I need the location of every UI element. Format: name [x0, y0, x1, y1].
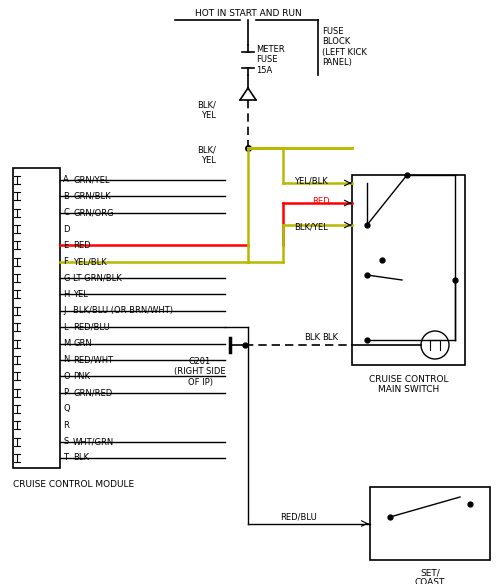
- Text: BLK: BLK: [304, 333, 320, 342]
- Text: R: R: [63, 421, 69, 430]
- Bar: [13, 168, 60, 468]
- Text: RED: RED: [73, 241, 91, 250]
- Text: Q: Q: [63, 405, 70, 413]
- Text: CRUISE CONTROL
MAIN SWITCH: CRUISE CONTROL MAIN SWITCH: [369, 375, 448, 394]
- Text: H: H: [63, 290, 70, 299]
- Text: A: A: [63, 176, 69, 185]
- Text: F: F: [63, 258, 68, 266]
- Text: N: N: [63, 356, 70, 364]
- Text: GRN/YEL: GRN/YEL: [73, 176, 109, 185]
- Text: GRN/BLK: GRN/BLK: [73, 192, 110, 201]
- Text: YEL: YEL: [73, 290, 88, 299]
- Text: E: E: [63, 241, 68, 250]
- Text: BLK/YEL: BLK/YEL: [294, 223, 328, 231]
- Text: O: O: [63, 372, 70, 381]
- Text: YEL/BLK: YEL/BLK: [73, 258, 107, 266]
- Circle shape: [421, 331, 449, 359]
- Text: G: G: [63, 274, 70, 283]
- Text: J: J: [63, 307, 66, 315]
- Text: CRUISE CONTROL MODULE: CRUISE CONTROL MODULE: [13, 480, 134, 489]
- Bar: [370, 487, 490, 560]
- Text: PNK: PNK: [73, 372, 90, 381]
- Text: HOT IN START AND RUN: HOT IN START AND RUN: [195, 9, 301, 18]
- Text: GRN/RED: GRN/RED: [73, 388, 112, 397]
- Text: G201
(RIGHT SIDE
OF IP): G201 (RIGHT SIDE OF IP): [174, 357, 226, 387]
- Text: RED/BLU: RED/BLU: [280, 512, 317, 521]
- Text: FUSE
BLOCK
(LEFT KICK
PANEL): FUSE BLOCK (LEFT KICK PANEL): [322, 27, 367, 67]
- Text: M: M: [63, 339, 70, 348]
- Text: S: S: [63, 437, 68, 446]
- Bar: [352, 175, 465, 365]
- Text: METER
FUSE
15A: METER FUSE 15A: [256, 45, 285, 75]
- Text: RED/BLU: RED/BLU: [73, 323, 110, 332]
- Text: P: P: [63, 388, 68, 397]
- Text: BLK: BLK: [322, 333, 338, 342]
- Text: BLK/
YEL: BLK/ YEL: [197, 145, 216, 165]
- Text: T: T: [63, 454, 68, 463]
- Text: GRN/ORG: GRN/ORG: [73, 208, 113, 217]
- Text: L: L: [63, 323, 68, 332]
- Text: LT GRN/BLK: LT GRN/BLK: [73, 274, 122, 283]
- Text: BLK/BLU (OR BRN/WHT): BLK/BLU (OR BRN/WHT): [73, 307, 173, 315]
- Text: SET/
COAST: SET/ COAST: [415, 568, 445, 584]
- Text: BLK: BLK: [73, 454, 89, 463]
- Text: C: C: [63, 208, 69, 217]
- Text: RED: RED: [312, 196, 330, 206]
- Text: GRN: GRN: [73, 339, 92, 348]
- Text: B: B: [63, 192, 69, 201]
- Text: WHT/GRN: WHT/GRN: [73, 437, 114, 446]
- Text: BLK/
YEL: BLK/ YEL: [197, 100, 216, 120]
- Text: YEL/BLK: YEL/BLK: [294, 176, 328, 186]
- Text: D: D: [63, 225, 70, 234]
- Text: RED/WHT: RED/WHT: [73, 356, 113, 364]
